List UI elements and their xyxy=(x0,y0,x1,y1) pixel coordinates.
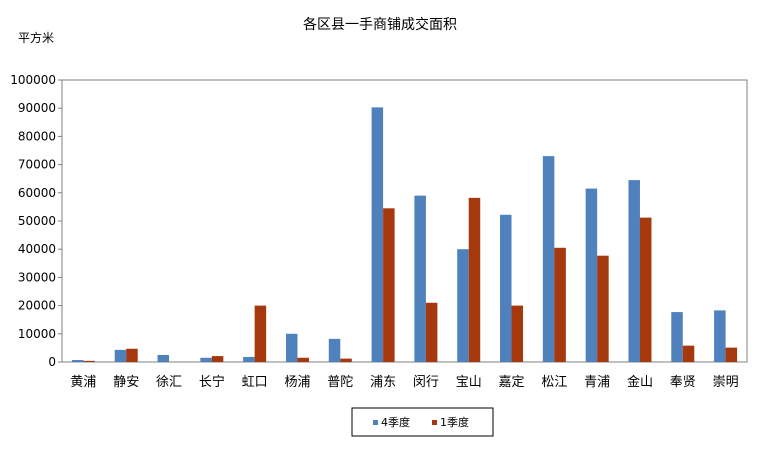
y-tick-label: 40000 xyxy=(18,242,56,256)
y-tick-label: 0 xyxy=(48,355,56,369)
bar-series-2 xyxy=(554,247,566,362)
y-tick-label: 80000 xyxy=(18,129,56,143)
x-tick-label: 宝山 xyxy=(456,375,482,390)
bar-series-1 xyxy=(243,356,255,362)
bar-series-1 xyxy=(157,354,170,362)
x-tick-label: 闵行 xyxy=(413,375,439,390)
bar-series-2 xyxy=(511,305,524,362)
bar-series-1 xyxy=(714,310,726,362)
y-tick-label: 100000 xyxy=(10,73,56,87)
bar-series-2 xyxy=(383,208,395,362)
bars xyxy=(71,107,738,362)
legend-label: 4季度 xyxy=(381,415,410,429)
bar-series-1 xyxy=(414,195,426,362)
y-tick-label: 10000 xyxy=(18,327,56,341)
bar-series-2 xyxy=(468,197,481,362)
bar-series-1 xyxy=(371,107,384,362)
bar-series-2 xyxy=(639,217,652,362)
x-tick-label: 青浦 xyxy=(584,375,610,390)
legend-swatch xyxy=(373,420,378,425)
x-tick-label: 虹口 xyxy=(242,375,268,390)
bar-series-2 xyxy=(725,347,738,362)
bar-series-1 xyxy=(628,180,640,362)
bar-series-1 xyxy=(542,156,555,362)
y-tick-label: 20000 xyxy=(18,299,56,313)
bar-series-1 xyxy=(671,312,683,362)
x-tick-label: 浦东 xyxy=(370,375,396,390)
bar-series-1 xyxy=(71,360,84,362)
bar-series-2 xyxy=(425,302,438,362)
x-tick-label: 普陀 xyxy=(327,374,353,390)
chart-title: 各区县一手商铺成交面积 xyxy=(303,16,457,33)
legend-label: 1季度 xyxy=(440,415,469,429)
bar-series-2 xyxy=(340,358,352,362)
x-tick-label: 黄浦 xyxy=(70,375,96,390)
bar-series-2 xyxy=(211,356,224,362)
x-tick-label: 杨浦 xyxy=(284,375,310,390)
x-tick-label: 静安 xyxy=(113,375,139,390)
bar-series-2 xyxy=(682,345,695,362)
x-tick-label: 崇明 xyxy=(713,375,739,390)
legend-swatch xyxy=(432,420,437,425)
bar-series-2 xyxy=(297,357,309,362)
y-tick-label: 90000 xyxy=(18,101,56,115)
bar-series-1 xyxy=(285,333,298,362)
bar-series-1 xyxy=(457,249,469,362)
x-tick-label: 奉贤 xyxy=(670,375,696,390)
bar-series-2 xyxy=(597,255,609,362)
x-tick-label: 长宁 xyxy=(199,374,225,390)
x-tick-label: 嘉定 xyxy=(499,375,525,390)
x-axis: 黄浦 静安 徐汇 长宁 虹口 杨浦 普陀 浦东 闵行 宝山 嘉定 松江 青浦 金山 奉贤 崇明 xyxy=(70,374,738,390)
bar-series-1 xyxy=(585,188,598,362)
bar-series-1 xyxy=(500,214,512,362)
legend: 4季度 1季度 xyxy=(351,407,494,437)
y-tick-label: 70000 xyxy=(18,158,56,172)
x-tick-label: 松江 xyxy=(541,375,567,390)
x-tick-label: 金山 xyxy=(627,374,653,390)
y-tick-label: 60000 xyxy=(18,186,56,200)
bar-series-2 xyxy=(254,305,267,362)
bar-series-2 xyxy=(83,360,95,362)
bar-series-2 xyxy=(126,348,138,362)
x-tick-label: 徐汇 xyxy=(156,375,182,390)
y-tick-label: 50000 xyxy=(18,214,56,228)
y-axis: 0 10000 20000 30000 40000 50000 60000 70000 8000… xyxy=(10,73,62,369)
y-axis-label: 平方米 xyxy=(18,30,54,45)
bar-series-1 xyxy=(114,349,127,362)
bar-series-1 xyxy=(328,338,341,362)
bar-series-1 xyxy=(200,357,212,362)
y-tick-label: 30000 xyxy=(18,270,56,284)
